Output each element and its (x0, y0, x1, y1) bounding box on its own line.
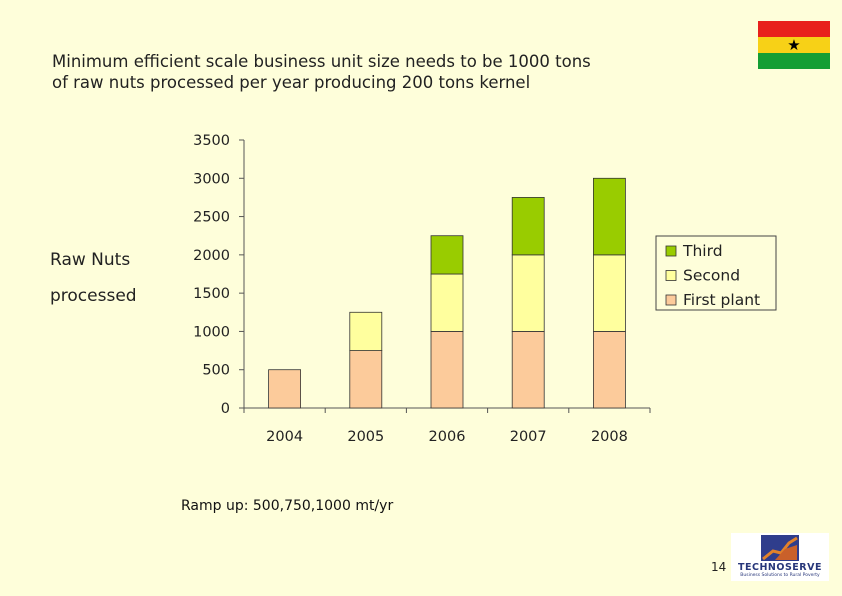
x-tick-label-2004: 2004 (266, 429, 303, 445)
legend-label-third: Third (682, 242, 723, 260)
legend-label-first-plant: First plant (683, 291, 760, 309)
bar-2008-first-plant (593, 331, 626, 409)
legend-swatch-first-plant (665, 294, 677, 306)
bar-2006-third (430, 235, 464, 275)
ghana-flag: ★ (758, 21, 830, 69)
title-line-1: Minimum efficient scale business unit si… (52, 52, 591, 71)
y-axis-label-line-1: Raw Nuts (50, 250, 131, 270)
logo-name: TECHNOSERVE (738, 562, 822, 573)
technoserve-logo: TECHNOSERVE Business Solutions to Rural … (731, 533, 829, 581)
legend-swatch-second (665, 270, 677, 281)
bar-2005-first-plant (349, 350, 383, 409)
y-tick-label-0: 0 (221, 401, 230, 417)
page-number: 14 (711, 560, 727, 574)
bar-2007-second (511, 254, 545, 332)
x-tick-label-2007: 2007 (510, 429, 547, 445)
legend-label-second: Second (683, 267, 740, 285)
bar-2004-first-plant (268, 369, 302, 409)
ramp-up-note: Ramp up: 500,750,1000 mt/yr (181, 498, 394, 514)
bar-2007-third (511, 197, 545, 256)
legend-swatch-third (665, 245, 677, 257)
y-tick-label-2500: 2500 (193, 210, 230, 226)
title-line-2: of raw nuts processed per year producing… (52, 73, 531, 92)
logo-tagline: Business Solutions to Rural Poverty (740, 573, 820, 578)
y-tick-label-500: 500 (202, 363, 230, 379)
logo-graph-icon (761, 535, 799, 561)
y-axis-label-line-2: processed (50, 286, 137, 306)
slide-title: Minimum efficient scale business unit si… (52, 51, 692, 93)
y-tick-label-2000: 2000 (193, 248, 230, 264)
y-tick-label-3000: 3000 (193, 171, 230, 187)
bar-2008-second (593, 254, 626, 332)
bar-2006-first-plant (430, 331, 464, 409)
flag-stripe-top (758, 21, 830, 37)
legend-box (655, 235, 777, 311)
bar-2005-second (349, 311, 383, 351)
x-tick-label-2008: 2008 (591, 429, 628, 445)
bar-2006-second (430, 273, 464, 332)
flag-stripe-middle (758, 37, 830, 53)
flag-stripe-bottom (758, 53, 830, 69)
bar-2008-third (593, 177, 626, 256)
bar-2007-first-plant (511, 331, 545, 409)
y-tick-label-3500: 3500 (193, 133, 230, 149)
flag-star-icon: ★ (787, 36, 801, 54)
y-tick-label-1000: 1000 (193, 324, 230, 340)
x-tick-label-2005: 2005 (347, 429, 384, 445)
y-tick-label-1500: 1500 (193, 286, 230, 302)
x-tick-label-2006: 2006 (429, 429, 466, 445)
